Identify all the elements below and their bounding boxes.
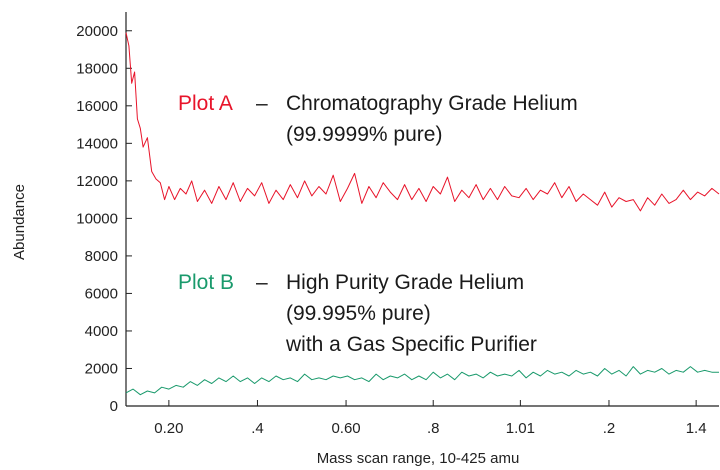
x-axis-title: Mass scan range, 10-425 amu [317, 450, 520, 467]
plot-b-label: Plot B [178, 271, 234, 294]
x-tick-label: .2 [603, 420, 616, 437]
plot-a-line2: (99.9999% pure) [286, 123, 442, 146]
plot-b-dash: – [256, 271, 268, 294]
y-axis: 0 2000 4000 6000 8000 10000 12000 14000 16000 180… [76, 12, 132, 415]
y-tick-label: 2000 [85, 360, 118, 377]
y-tick-label: 4000 [85, 323, 118, 340]
y-axis-title: Abundance [11, 184, 28, 260]
y-tick-label: 12000 [76, 173, 118, 190]
y-tick-label: 18000 [76, 60, 118, 77]
x-tick-label: .8 [427, 420, 440, 437]
x-tick-label: .4 [251, 420, 264, 437]
plot-b-line2: (99.995% pure) [286, 302, 431, 325]
plot-a-annotation: Plot A – Chromatography Grade Helium (99… [178, 92, 578, 146]
plot-b-line1: High Purity Grade Helium [286, 271, 524, 294]
x-tick-label: 1.4 [686, 420, 707, 437]
plot-a-line1: Chromatography Grade Helium [286, 92, 578, 115]
series-layer [125, 32, 720, 396]
y-tick-label: 16000 [76, 98, 118, 115]
y-tick-label: 6000 [85, 285, 118, 302]
y-tick-label: 10000 [76, 210, 118, 227]
x-tick-label: 0.20 [154, 420, 183, 437]
y-tick-label: 0 [110, 398, 118, 415]
plot-a-dash: – [256, 92, 268, 115]
y-tick-label: 20000 [76, 23, 118, 40]
series-line-plot-a [125, 32, 720, 212]
y-tick-label: 14000 [76, 135, 118, 152]
plot-b-line3: with a Gas Specific Purifier [285, 333, 537, 356]
x-axis: 0.20 .4 0.60 .8 1.01 .2 1.4 [126, 400, 719, 437]
series-line-plot-b [125, 366, 719, 396]
x-tick-label: 0.60 [331, 420, 360, 437]
y-tick-label: 8000 [85, 248, 118, 265]
x-tick-label: 1.01 [506, 420, 535, 437]
plot-b-annotation: Plot B – High Purity Grade Helium (99.99… [178, 271, 537, 356]
plot-a-label: Plot A [178, 92, 233, 115]
